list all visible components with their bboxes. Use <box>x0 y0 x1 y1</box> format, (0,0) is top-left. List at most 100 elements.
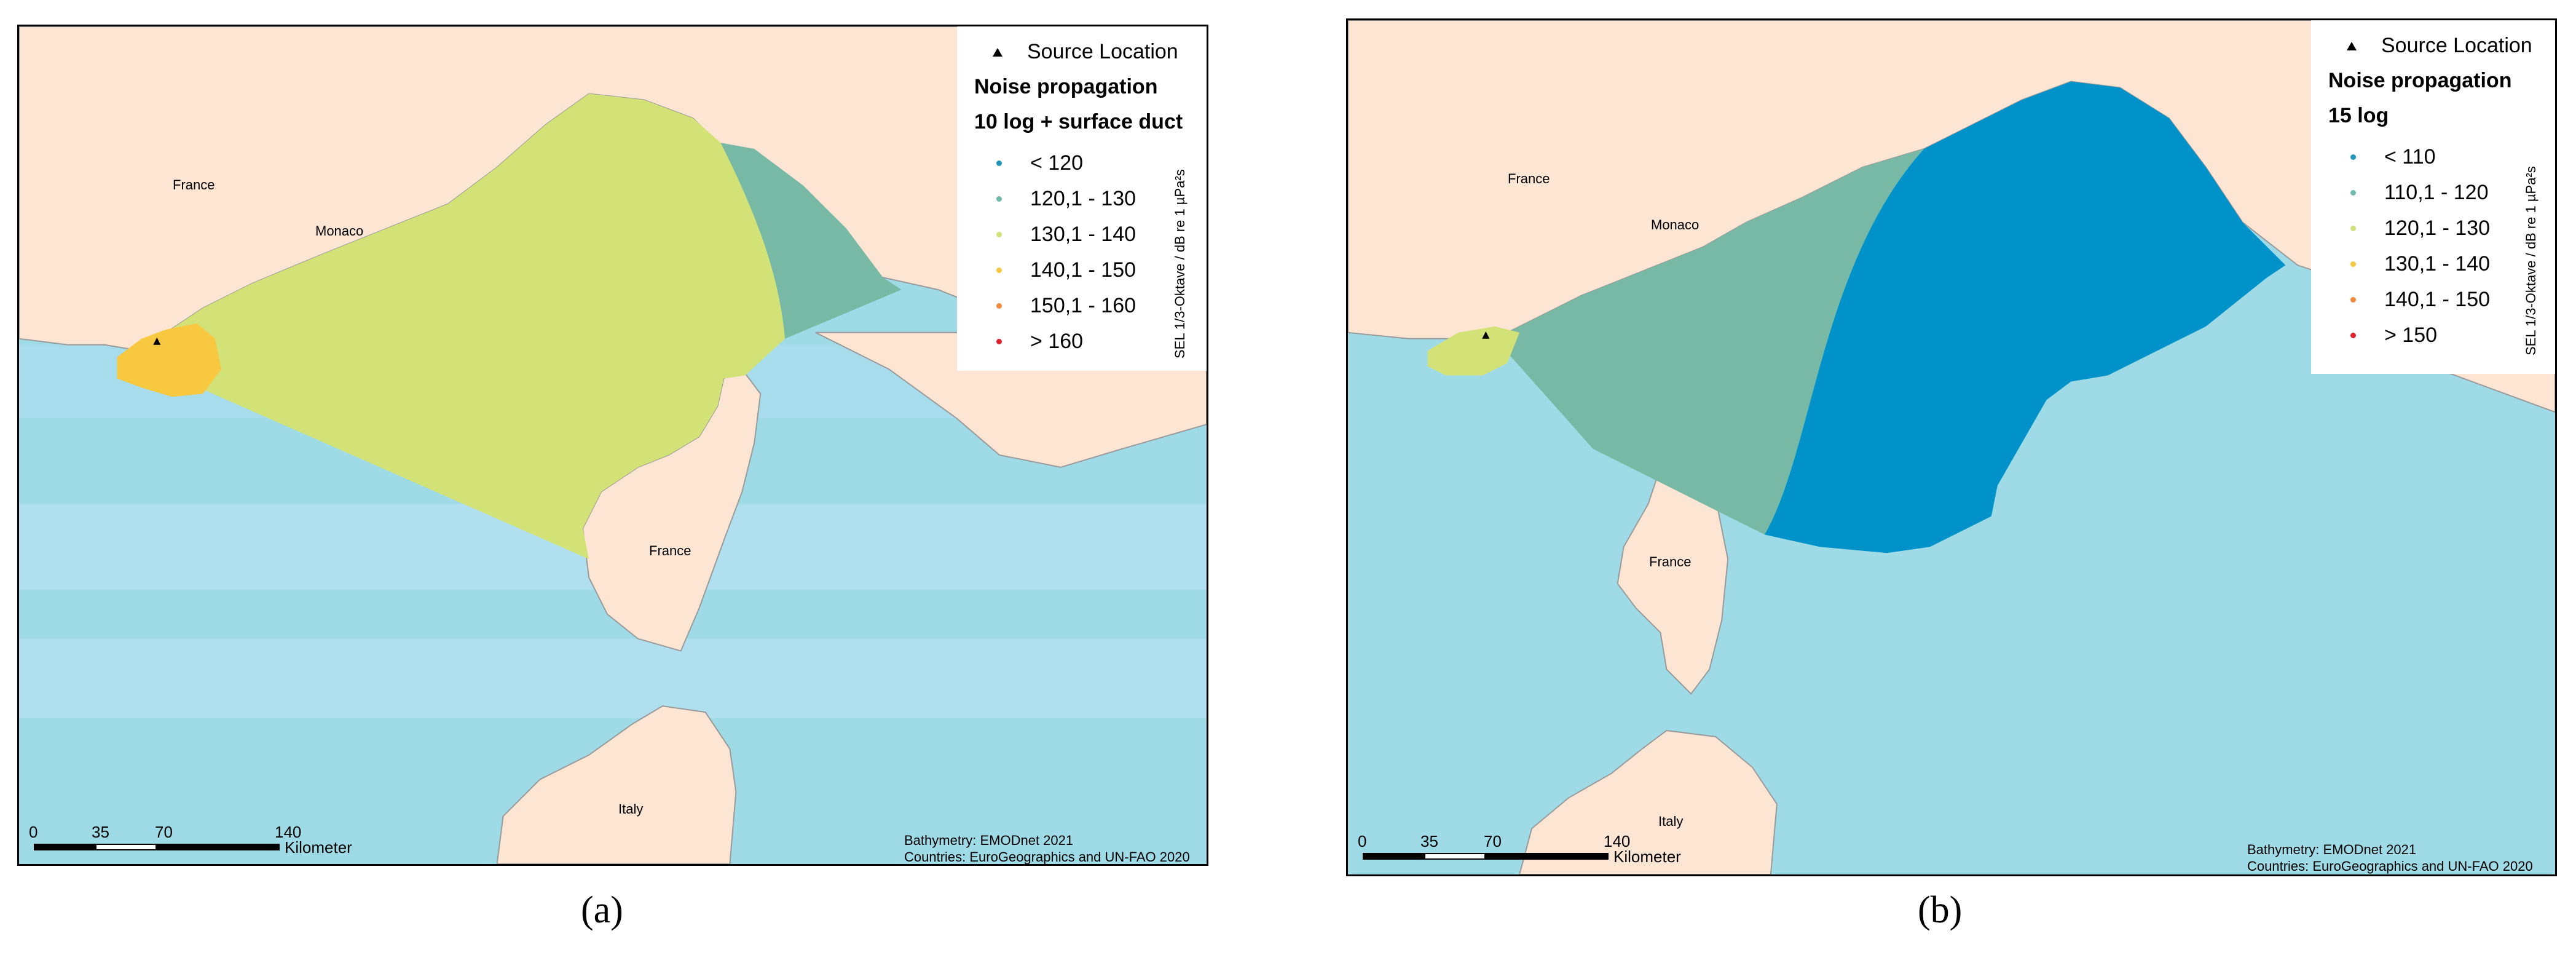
scale-tick-70: 70 <box>155 823 173 841</box>
zone-lt-110 <box>1764 81 2286 553</box>
legend-class-item: > 150 <box>2328 317 2546 353</box>
legend-class-label: 110,1 - 120 <box>2384 180 2489 204</box>
place-label-france-corsica: France <box>649 543 691 558</box>
legend-class-item: 150,1 - 160 <box>974 288 1198 323</box>
source-location-marker <box>1482 331 1490 339</box>
place-label-france: France <box>173 177 215 192</box>
legend-class-item: < 110 <box>2328 139 2546 175</box>
place-label-france: France <box>1508 171 1550 186</box>
triangle-icon <box>993 47 1002 57</box>
scale-unit: Kilometer <box>285 838 352 857</box>
scale-tick-0: 0 <box>29 823 38 841</box>
legend-subtitle: 10 log + surface duct <box>974 110 1183 133</box>
legend-color-dot-icon <box>2350 261 2356 267</box>
place-label-france-corsica: France <box>1649 554 1692 569</box>
scale-segment <box>157 844 280 850</box>
credit-bathymetry: Bathymetry: EMODnet 2021 <box>2247 842 2417 857</box>
sardinia-land <box>1519 729 1778 874</box>
legend-class-label: 150,1 - 160 <box>1030 293 1136 317</box>
triangle-icon <box>2347 41 2357 50</box>
map-credits: Bathymetry: EMODnet 2021 Countries: Euro… <box>904 832 1190 865</box>
credit-countries: Countries: EuroGeographics and UN-FAO 20… <box>2247 858 2533 874</box>
legend-class-item: 140,1 - 150 <box>2328 282 2546 317</box>
legend-source-entry: Source Location <box>974 40 1198 64</box>
legend-class-label: 120,1 - 130 <box>2384 216 2491 240</box>
scale-segment <box>34 844 95 850</box>
legend-color-dot-icon <box>996 231 1002 237</box>
legend-color-dot-icon <box>996 303 1002 309</box>
legend-class-label: < 110 <box>2384 145 2436 168</box>
map-panel-b: France Monaco France Italy Source Locati… <box>1346 18 2557 876</box>
source-location-marker <box>153 337 161 345</box>
scale-tick-70: 70 <box>1484 832 1502 850</box>
scale-segment <box>1486 853 1609 860</box>
legend-title: Noise propagation <box>974 75 1158 98</box>
legend-class-item: 130,1 - 140 <box>974 216 1198 252</box>
legend-class-label: 130,1 - 140 <box>1030 222 1136 246</box>
legend-class-label: 140,1 - 150 <box>2384 287 2491 311</box>
legend-color-dot-icon <box>996 338 1002 344</box>
scale-bar: 0 35 70 140 Kilometer <box>1357 832 1725 869</box>
legend-color-dot-icon <box>2350 154 2356 160</box>
scale-segment <box>1363 853 1424 860</box>
scale-tick-0: 0 <box>1358 832 1367 850</box>
legend-class-item: 140,1 - 150 <box>974 252 1198 288</box>
legend-class-item: < 120 <box>974 145 1198 181</box>
corsica-land <box>582 368 762 652</box>
legend-a: Source Location Noise propagation 10 log… <box>957 26 1207 371</box>
legend-color-dot-icon <box>2350 296 2356 303</box>
zone-110-120 <box>1495 149 1924 535</box>
legend-subtitle: 15 log <box>2328 104 2389 127</box>
scale-segment <box>95 844 157 850</box>
place-label-italy: Italy <box>618 801 644 817</box>
legend-class-item: 120,1 - 130 <box>2328 210 2546 246</box>
legend-class-item: > 160 <box>974 323 1198 359</box>
legend-class-label: > 160 <box>1030 329 1084 353</box>
place-label-monaco: Monaco <box>1651 217 1700 232</box>
legend-class-item: 110,1 - 120 <box>2328 175 2546 210</box>
scale-tick-140: 140 <box>1604 832 1631 850</box>
zone-130-140 <box>129 93 786 560</box>
scale-unit: Kilometer <box>1613 847 1681 866</box>
legend-class-label: 120,1 - 130 <box>1030 186 1136 210</box>
legend-class-label: 130,1 - 140 <box>2384 252 2491 275</box>
map-panel-a: France Monaco France Italy Source Locati… <box>17 25 1208 866</box>
legend-color-dot-icon <box>2350 225 2356 231</box>
legend-color-dot-icon <box>2350 332 2356 338</box>
legend-axis-label: SEL 1/3-Oktave / dB re 1 µPa²s <box>2523 166 2539 355</box>
legend-color-dot-icon <box>996 267 1002 273</box>
legend-class-item: 120,1 - 130 <box>974 181 1198 216</box>
scale-tick-140: 140 <box>275 823 302 841</box>
legend-color-dot-icon <box>996 160 1002 166</box>
sea-band <box>19 638 1207 719</box>
caption-b: (b) <box>1918 889 1963 931</box>
legend-source-label: Source Location <box>2381 34 2532 57</box>
legend-axis-label: SEL 1/3-Oktave / dB re 1 µPa²s <box>1172 169 1188 359</box>
scale-tick-35: 35 <box>1420 832 1438 850</box>
scale-bar: 0 35 70 140 Kilometer <box>28 823 396 860</box>
legend-color-dot-icon <box>2350 189 2356 196</box>
legend-class-item: 130,1 - 140 <box>2328 246 2546 282</box>
credit-countries: Countries: EuroGeographics and UN-FAO 20… <box>904 849 1190 865</box>
legend-items: < 110 110,1 - 120 120,1 - 130 130,1 - 140 14… <box>2328 139 2546 353</box>
scale-tick-35: 35 <box>92 823 109 841</box>
legend-class-label: < 120 <box>1030 151 1084 175</box>
sardinia-land <box>496 705 737 864</box>
legend-class-label: > 150 <box>2384 323 2438 347</box>
caption-a: (a) <box>581 889 623 931</box>
legend-title: Noise propagation <box>2328 69 2512 92</box>
place-label-monaco: Monaco <box>315 223 364 239</box>
credit-bathymetry: Bathymetry: EMODnet 2021 <box>904 833 1074 848</box>
place-label-italy: Italy <box>1658 814 1684 829</box>
zone-140-150 <box>117 323 221 397</box>
scale-segment <box>1424 853 1486 860</box>
legend-items: < 120 120,1 - 130 130,1 - 140 140,1 - 150 15… <box>974 145 1198 359</box>
legend-color-dot-icon <box>996 196 1002 202</box>
legend-source-label: Source Location <box>1027 40 1178 63</box>
legend-source-entry: Source Location <box>2328 34 2546 58</box>
zone-120-130 <box>1427 326 1520 376</box>
zone-120-130 <box>720 143 902 339</box>
legend-class-label: 140,1 - 150 <box>1030 258 1136 282</box>
legend-b: Source Location Noise propagation 15 log… <box>2311 20 2555 374</box>
map-credits: Bathymetry: EMODnet 2021 Countries: Euro… <box>2247 841 2533 874</box>
